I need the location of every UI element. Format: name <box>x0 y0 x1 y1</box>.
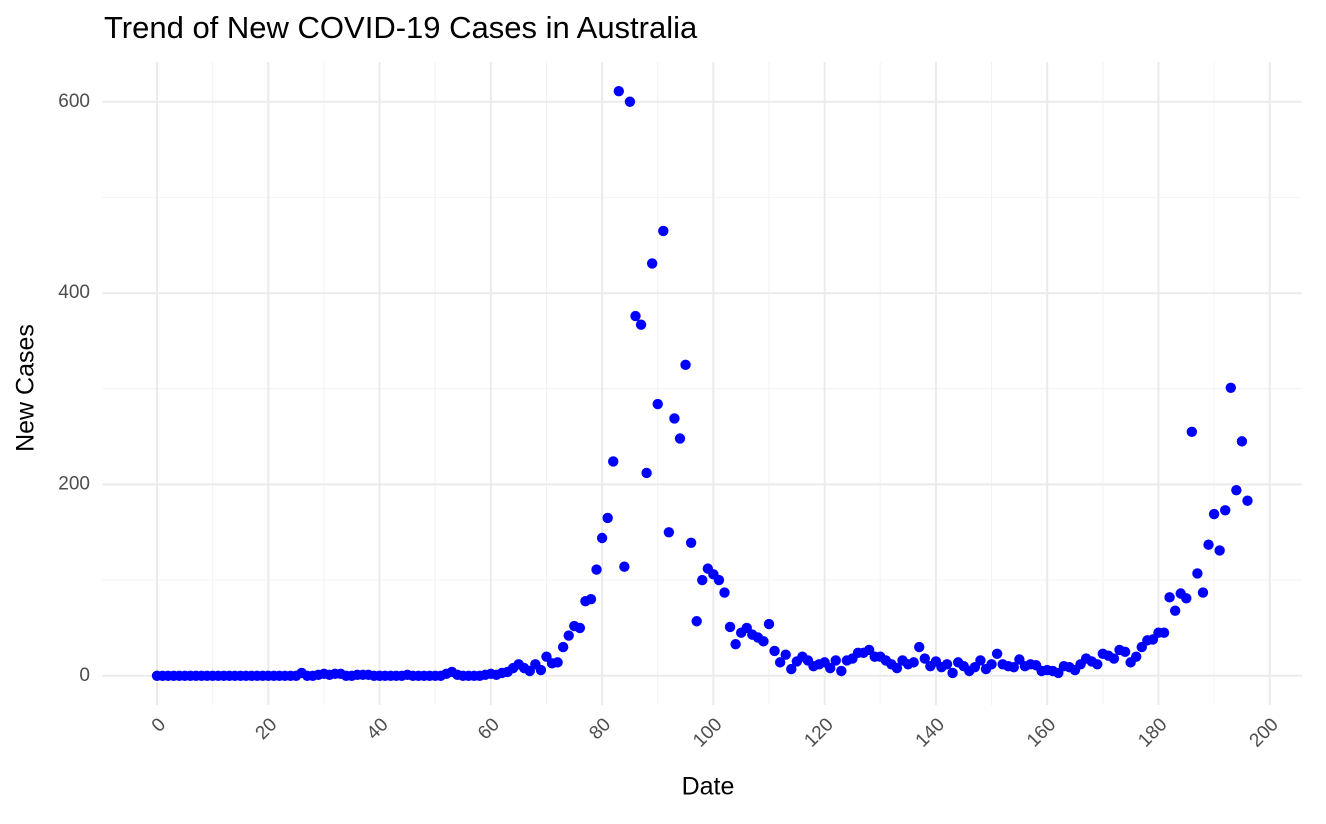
point <box>557 641 569 653</box>
x-tick-label: 80 <box>585 714 615 744</box>
point <box>563 630 574 641</box>
point <box>975 655 986 666</box>
point <box>730 639 741 650</box>
point <box>535 664 547 676</box>
point <box>591 564 602 575</box>
x-tick-label: 200 <box>1246 714 1283 751</box>
point <box>646 258 658 269</box>
point <box>1214 545 1225 556</box>
point <box>608 456 619 467</box>
point <box>941 659 953 670</box>
point <box>713 574 725 586</box>
point <box>1192 568 1203 579</box>
point <box>769 645 780 657</box>
point <box>697 574 708 586</box>
point <box>758 636 769 647</box>
point <box>658 225 669 237</box>
point <box>914 641 925 653</box>
x-tick-label: 20 <box>252 714 282 744</box>
point <box>1220 505 1231 516</box>
y-tick-label: 600 <box>58 91 90 112</box>
point <box>1181 593 1192 604</box>
point <box>641 467 652 479</box>
point <box>825 662 836 674</box>
x-tick-label: 160 <box>1023 714 1060 751</box>
point <box>1236 436 1248 447</box>
point <box>674 433 686 444</box>
point <box>1158 627 1170 638</box>
x-tick-label: 180 <box>1134 714 1171 751</box>
point <box>1008 661 1020 673</box>
point <box>1197 587 1209 598</box>
y-tick-label: 200 <box>58 473 90 494</box>
point <box>719 587 730 598</box>
y-tick-label: 400 <box>58 282 90 303</box>
point <box>596 532 608 544</box>
point <box>635 319 647 330</box>
point <box>1208 508 1220 520</box>
point <box>947 667 958 679</box>
x-tick-label: 140 <box>912 714 949 751</box>
point <box>1203 539 1214 550</box>
y-axis-label: New Cases <box>12 324 40 452</box>
points <box>151 86 1253 681</box>
point <box>1225 382 1236 394</box>
point <box>774 657 786 668</box>
point <box>691 616 702 627</box>
point <box>780 649 791 660</box>
point <box>763 618 775 630</box>
point <box>619 561 630 572</box>
point <box>552 657 563 668</box>
point <box>652 398 663 410</box>
point <box>1164 592 1175 603</box>
point <box>1108 653 1120 664</box>
x-tick-label: 120 <box>800 714 837 751</box>
grid <box>102 62 1302 705</box>
point <box>919 653 930 664</box>
chart-title: Trend of New COVID-19 Cases in Australia <box>104 10 698 45</box>
point <box>836 665 847 677</box>
x-tick-label: 60 <box>474 714 504 744</box>
point <box>613 86 624 97</box>
point <box>663 527 675 538</box>
point <box>1119 646 1131 658</box>
point <box>724 621 736 633</box>
point <box>669 413 680 424</box>
point <box>891 662 903 674</box>
x-axis-label: Date <box>682 773 735 801</box>
point <box>602 512 613 524</box>
x-tick-label: 0 <box>148 714 170 736</box>
point <box>786 663 797 675</box>
point <box>991 648 1003 659</box>
y-tick-label: 0 <box>79 665 90 686</box>
point <box>908 657 919 668</box>
point <box>685 537 697 548</box>
point <box>830 655 841 666</box>
point <box>1169 605 1181 616</box>
point <box>986 659 997 670</box>
point <box>1131 651 1142 662</box>
point <box>624 96 636 107</box>
point <box>1231 484 1242 496</box>
x-tick-label: 40 <box>363 714 393 744</box>
point <box>630 310 641 322</box>
point <box>1186 426 1198 438</box>
point <box>1242 495 1253 506</box>
point <box>585 594 597 605</box>
x-tick-label: 100 <box>689 714 726 751</box>
point <box>680 359 691 371</box>
point <box>1092 659 1103 670</box>
point <box>574 622 586 634</box>
